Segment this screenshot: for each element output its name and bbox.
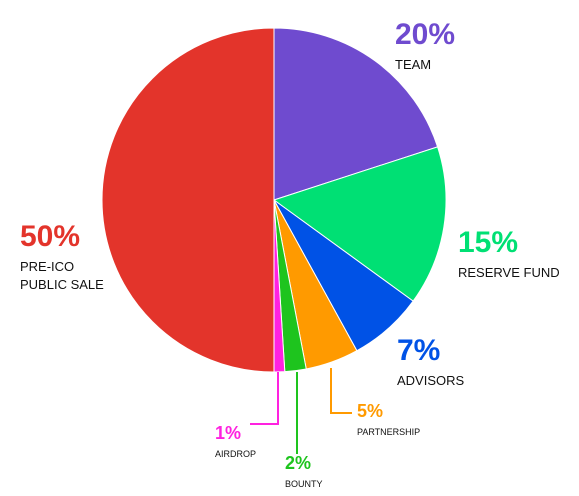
slice-label: 5% PARTNERSHIP <box>357 402 420 438</box>
percent-label: 50% <box>20 220 81 253</box>
percent-label: 15% <box>458 226 519 259</box>
pie-slice <box>273 27 439 201</box>
category-label: AIRDROP <box>215 449 257 459</box>
category-label: PRE-ICO PUBLIC SALE <box>20 259 104 292</box>
category-label: PARTNERSHIP <box>357 427 421 437</box>
category-label: TEAM <box>395 57 432 72</box>
category-label: ADVISORS <box>397 373 465 388</box>
slice-label: 1% AIRDROP <box>215 424 256 460</box>
percent-label: 2% <box>285 453 312 473</box>
slice-label: 15% RESERVE FUND <box>458 228 560 282</box>
slice-label: 50% PRE-ICO PUBLIC SALE <box>20 222 120 293</box>
percent-label: 5% <box>357 401 384 421</box>
percent-label: 7% <box>397 334 441 367</box>
slice-label: 7% ADVISORS <box>397 336 464 390</box>
pie-slice <box>272 146 447 302</box>
pie-slice <box>101 27 275 373</box>
percent-label: 1% <box>215 423 242 443</box>
category-label: BOUNTY <box>285 479 323 489</box>
percent-label: 20% <box>395 18 456 51</box>
leader-line <box>330 368 352 414</box>
category-label: RESERVE FUND <box>458 265 560 280</box>
leader-line <box>250 372 279 425</box>
slice-label: 2% BOUNTY <box>285 454 323 490</box>
slice-label: 20% TEAM <box>395 20 455 74</box>
